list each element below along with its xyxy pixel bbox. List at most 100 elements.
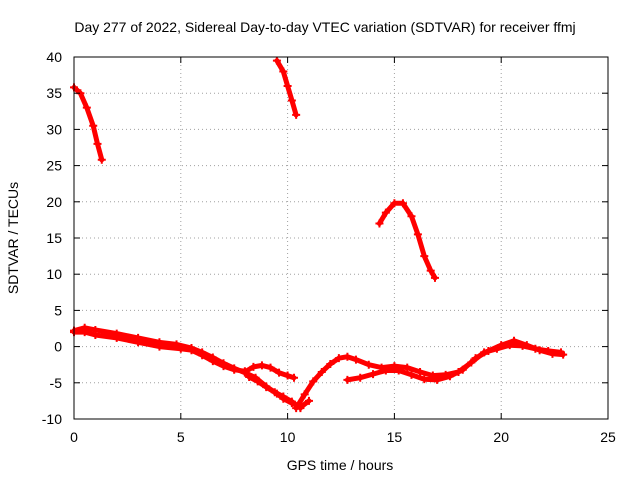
data-point — [257, 361, 266, 370]
data-point — [381, 366, 390, 375]
data-point — [407, 212, 416, 221]
data-point — [287, 96, 296, 105]
data-point — [394, 366, 403, 375]
y-tick-label: 30 — [46, 121, 62, 137]
series-arc-1 — [71, 84, 105, 163]
series-arc-3 — [376, 200, 438, 281]
data-point — [343, 352, 352, 361]
data-point — [283, 371, 292, 380]
data-point — [240, 367, 249, 376]
data-point — [510, 336, 519, 345]
data-point — [300, 390, 309, 399]
data-point — [390, 199, 399, 208]
data-point — [112, 333, 121, 342]
data-point — [287, 397, 296, 406]
x-tick-label: 20 — [493, 429, 509, 445]
data-point — [219, 362, 228, 371]
data-point — [317, 367, 326, 376]
y-tick-label: 5 — [54, 302, 62, 318]
data-point — [262, 383, 271, 392]
series-band-6 — [344, 338, 566, 383]
data-point — [381, 208, 390, 217]
y-tick-label: 0 — [54, 339, 62, 355]
data-point — [187, 346, 196, 355]
data-point — [266, 363, 275, 372]
data-point — [208, 357, 217, 366]
x-tick-label: 25 — [600, 429, 616, 445]
series-band-5 — [293, 342, 564, 411]
x-tick-label: 5 — [177, 429, 185, 445]
data-point — [559, 350, 568, 359]
y-tick-label: 15 — [46, 230, 62, 246]
data-point — [230, 365, 239, 374]
data-point — [93, 139, 102, 148]
series-arc-2 — [274, 58, 299, 118]
data-point — [420, 252, 429, 261]
y-tick-label: 35 — [46, 85, 62, 101]
data-point — [91, 331, 100, 340]
data-point — [309, 377, 318, 386]
data-point — [430, 273, 439, 282]
y-tick-label: 40 — [46, 49, 62, 65]
data-point — [176, 344, 185, 353]
y-tick-label: 25 — [46, 158, 62, 174]
y-tick-labels: -10 -5 0 5 10 15 20 25 30 35 40 — [42, 49, 62, 427]
data-point — [283, 81, 292, 90]
data-point — [304, 396, 313, 405]
data-point — [356, 373, 365, 382]
data-point — [548, 349, 557, 358]
data-point — [292, 110, 301, 119]
grid-lines — [74, 57, 608, 419]
data-point — [279, 67, 288, 76]
data-point — [471, 354, 480, 363]
data-point — [445, 372, 454, 381]
data-point — [198, 351, 207, 360]
data-point — [413, 230, 422, 239]
data-point — [426, 266, 435, 275]
data-point — [420, 375, 429, 384]
x-tick-label: 15 — [387, 429, 403, 445]
x-tick-label: 10 — [280, 429, 296, 445]
data-point — [351, 355, 360, 364]
data-point — [82, 103, 91, 112]
y-tick-label: 10 — [46, 266, 62, 282]
data-point — [290, 373, 299, 382]
data-point — [326, 359, 335, 368]
data-point — [398, 199, 407, 208]
data-point — [89, 121, 98, 130]
data-point — [253, 377, 262, 386]
data-point — [155, 342, 164, 351]
data-point — [249, 362, 258, 371]
data-point — [343, 375, 352, 384]
data-point — [279, 392, 288, 401]
data-point — [407, 370, 416, 379]
data-point — [80, 328, 89, 337]
y-tick-label: -10 — [42, 411, 62, 427]
x-axis-label: GPS time / hours — [287, 457, 394, 473]
data-point — [134, 338, 143, 347]
data-point — [522, 341, 531, 350]
y-tick-label: 20 — [46, 194, 62, 210]
data-point — [535, 346, 544, 355]
chart-title: Day 277 of 2022, Sidereal Day-to-day VTE… — [74, 19, 575, 35]
axis-ticks — [73, 56, 609, 420]
data-point — [484, 346, 493, 355]
y-tick-label: -5 — [50, 375, 63, 391]
data-point — [458, 365, 467, 374]
data-traces — [70, 56, 568, 413]
data-point — [275, 368, 284, 377]
data-point — [416, 367, 425, 376]
series-band-2 — [71, 329, 248, 374]
x-tick-label: 0 — [70, 429, 78, 445]
data-point — [433, 375, 442, 384]
data-point — [97, 155, 106, 164]
data-point — [403, 363, 412, 372]
data-point — [245, 373, 254, 382]
data-point — [497, 341, 506, 350]
data-point — [334, 354, 343, 363]
data-point — [375, 219, 384, 228]
data-point — [272, 56, 281, 65]
x-tick-labels: 0 5 10 15 20 25 — [70, 429, 616, 445]
data-point — [270, 388, 279, 397]
